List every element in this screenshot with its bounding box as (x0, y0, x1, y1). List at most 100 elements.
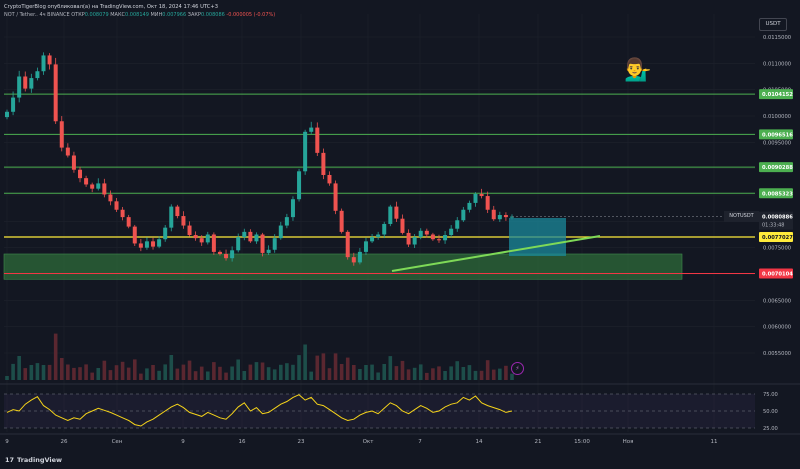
volume-bar (437, 366, 441, 380)
candle-body (41, 55, 46, 72)
volume-bar (370, 364, 374, 380)
volume-bar (84, 364, 88, 380)
time-tick-label: Сен (112, 439, 123, 445)
candle-body (126, 217, 131, 227)
candle-body (321, 152, 326, 175)
volume-bar (461, 367, 466, 380)
candle-body (266, 249, 271, 253)
symbol-tag: NOTUSDT (724, 211, 759, 222)
volume-bar (17, 356, 21, 380)
volume-bar (327, 368, 332, 380)
candle-body (278, 225, 283, 239)
candle-body (376, 234, 381, 238)
time-tick-label: 15:00 (574, 439, 590, 445)
rsi-pane (0, 383, 800, 429)
time-tick-label: 26 (61, 439, 68, 445)
candle-body (230, 250, 235, 259)
price-tick-label: 0.0110000 (763, 61, 791, 67)
volume-bar (278, 364, 283, 380)
time-tick-label: 7 (418, 439, 422, 445)
currency-badge[interactable]: USDT (759, 18, 787, 31)
level-price-tag (759, 188, 793, 199)
candle-body (59, 121, 64, 148)
candle-body (503, 215, 508, 218)
volume-bar (485, 360, 490, 380)
low-value: 0.007966 (162, 12, 187, 18)
candle-body (53, 64, 58, 122)
time-tick-label: 14 (476, 439, 483, 445)
volume-bar (291, 364, 295, 380)
candle-body (443, 235, 448, 241)
candle-body (412, 237, 417, 245)
open-value: 0.008079 (84, 12, 109, 18)
current-price-label: 0.0080886 (762, 215, 793, 221)
volume-bar (145, 368, 149, 380)
volume-bar (236, 359, 241, 380)
volume-bar (126, 367, 131, 380)
price-tick-label: 0.0095000 (763, 140, 791, 146)
candle-body (17, 76, 22, 98)
candle-body (163, 227, 168, 240)
volume-bar (139, 373, 143, 380)
trendline (391, 235, 601, 272)
candle-body (400, 218, 405, 233)
volume-bar (212, 362, 216, 380)
volume-bar (72, 367, 76, 380)
time-axis[interactable]: 9 26 Сен 9 16 23 Окт 7 14 21 15:00 Ноя 11 (0, 433, 800, 445)
level-price-label: 0.0077027 (762, 235, 793, 241)
candle-body (157, 239, 162, 247)
price-tick-label: 0.0060000 (763, 325, 791, 331)
volume-bar (309, 371, 314, 380)
volume-bar (455, 361, 460, 380)
level-price-label: 0.0090288 (762, 165, 793, 171)
volume-bar (333, 353, 338, 380)
time-tick-label: 21 (535, 439, 542, 445)
volume-bar (473, 370, 478, 380)
volume-bar (242, 371, 247, 380)
candle-body (236, 237, 241, 251)
candle-body (394, 206, 399, 219)
candle-body (388, 206, 393, 224)
volume-bar (248, 364, 253, 380)
candle-body (449, 228, 454, 236)
candle-body (193, 235, 198, 239)
candle-body (169, 206, 174, 228)
candle-body (199, 238, 204, 243)
volume-bar (412, 367, 417, 380)
candle-body (96, 183, 101, 189)
candle-body (78, 169, 83, 179)
candle-body (181, 216, 186, 226)
flash-icon[interactable]: ⚡ (511, 362, 524, 375)
candle-body (485, 196, 490, 210)
price-axis[interactable]: 0.01150000.01100000.01050000.01000000.00… (759, 35, 793, 432)
volume-bar (181, 364, 186, 380)
tradingview-logo[interactable]: 17 TradingView (5, 454, 62, 466)
price-tick-label: 0.0115000 (763, 35, 791, 41)
volume-bar (193, 371, 198, 380)
price-tick-label: 0.0065000 (763, 298, 791, 304)
publisher-line: CryptoTigerBlog опубликовал(а) на Tradin… (4, 4, 219, 10)
time-tick-label: 9 (5, 439, 9, 445)
volume-bar (157, 370, 161, 380)
open-label: ОТКР (71, 12, 85, 18)
volume-bar (108, 370, 113, 380)
candle-body (333, 183, 338, 211)
volume-bar (47, 364, 52, 380)
candle-body (327, 174, 332, 184)
volume-bar (425, 372, 429, 380)
volume-bar (78, 367, 82, 380)
candle-body (242, 231, 247, 238)
volume-bar (297, 355, 301, 380)
candle-body (272, 238, 277, 250)
volume-bar (260, 362, 265, 380)
candle-body (461, 209, 466, 221)
price-tick-label: 0.0055000 (763, 351, 791, 357)
candle-body (151, 241, 156, 247)
volume-bar (510, 373, 514, 380)
level-price-label: 0.0104152 (762, 92, 793, 98)
rsi-tick-label: 50.00 (763, 409, 778, 415)
symbol-name[interactable]: NOT / Tether.. 4ч BINANCE (4, 12, 70, 18)
volume-bar (120, 361, 125, 380)
candle-body (284, 217, 289, 226)
